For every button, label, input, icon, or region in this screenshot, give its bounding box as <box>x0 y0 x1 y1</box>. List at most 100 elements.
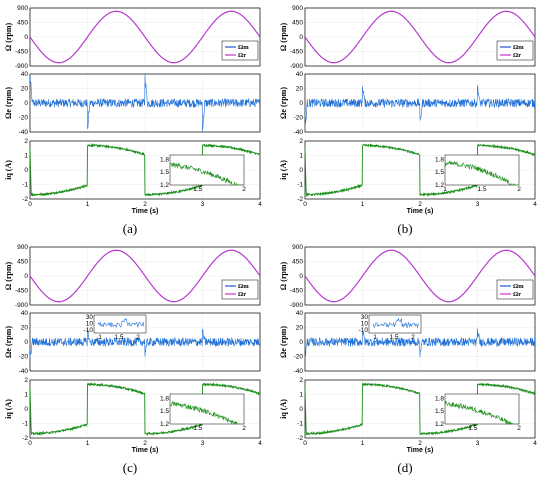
error-inset-x-tick: 2 <box>136 334 140 341</box>
y-tick-label: -450 <box>15 288 28 295</box>
y-tick-label: -450 <box>15 49 28 56</box>
series-current-line <box>304 143 536 198</box>
x-tick-label: 1 <box>361 440 365 447</box>
series-current-line <box>29 142 261 197</box>
y-tick-label: -1 <box>22 182 28 189</box>
error-inset-y-tick: 30 <box>86 314 94 321</box>
y-tick-label: 900 <box>17 5 28 12</box>
y-tick-label: -40 <box>294 368 304 375</box>
y-tick-label: 20 <box>21 86 29 93</box>
y-tick-label: -2 <box>22 196 28 203</box>
error-inset-box <box>93 314 147 334</box>
y-tick-label: 0 <box>299 273 303 280</box>
y-tick-label: 2 <box>299 138 303 145</box>
error-inset-y-tick: 10 <box>86 321 94 328</box>
series-omega-r-line <box>29 10 261 64</box>
y-tick-label: -2 <box>297 196 303 203</box>
series-omega-r-line <box>304 10 536 64</box>
y-tick-label: 450 <box>292 259 303 266</box>
y-tick-label: 1 <box>299 392 303 399</box>
y-tick-label: 450 <box>17 20 28 27</box>
y-tick-label: -1 <box>297 421 303 428</box>
x-tick-label: 2 <box>418 201 422 208</box>
x-tick-label: 3 <box>476 201 480 208</box>
y-tick-label: 20 <box>21 325 29 332</box>
inset-x-tick: 2 <box>517 425 521 432</box>
x-axis-label: Time (s) <box>407 447 434 454</box>
y-tick-label: -900 <box>290 302 303 309</box>
error-inset-x-tick: 1 <box>98 334 102 341</box>
panel-caption: (c) <box>123 460 137 475</box>
y-tick-label: -1 <box>297 182 303 189</box>
error-subplot: 40 20 0 -20 -40 Ωe (rpm) <box>279 71 536 136</box>
series-error-line <box>304 328 536 359</box>
y-tick-label: 0 <box>299 167 303 174</box>
x-tick-label: 2 <box>143 201 147 208</box>
y-tick-label: 0 <box>299 339 303 346</box>
series-error-line <box>29 328 261 359</box>
y-tick-label: -20 <box>294 354 304 361</box>
x-tick-label: 1 <box>361 201 365 208</box>
x-tick-label: 2 <box>418 440 422 447</box>
error-inset-x-tick: 1 <box>373 334 377 341</box>
legend-label-omega-r: Ωr <box>238 291 246 298</box>
inset-y-tick: 1.8 <box>435 156 444 163</box>
inset-current-line <box>444 400 519 426</box>
axes-frame <box>29 312 261 372</box>
y-tick-label: 0 <box>299 100 303 107</box>
legend-label-omega-m: Ωm <box>238 283 249 290</box>
y-tick-label: 40 <box>21 71 29 78</box>
error-ylabel: Ωe (rpm) <box>4 87 13 119</box>
inset-y-tick: 1.5 <box>435 408 444 415</box>
y-tick-label: -900 <box>15 302 28 309</box>
current-ylabel: iq (A) <box>4 399 13 419</box>
x-axis-label: Time (s) <box>407 208 434 215</box>
inset-y-tick: 1.2 <box>435 182 444 189</box>
y-tick-label: 20 <box>296 86 304 93</box>
y-tick-label: 900 <box>17 244 28 251</box>
x-axis-label: Time (s) <box>132 447 159 454</box>
x-tick-label: 3 <box>201 440 205 447</box>
legend-label-omega-r: Ωr <box>513 291 521 298</box>
series-error-line <box>29 74 261 132</box>
y-tick-label: 2 <box>24 138 28 145</box>
x-tick-label: 0 <box>303 201 307 208</box>
series-error-line <box>304 85 536 132</box>
error-inset-y-tick: -10 <box>359 327 369 334</box>
y-tick-label: -40 <box>19 129 29 136</box>
inset-x-tick: 1 <box>443 186 447 193</box>
y-tick-label: 0 <box>24 406 28 413</box>
inset-y-tick: 1.5 <box>160 408 169 415</box>
y-tick-label: 450 <box>292 20 303 27</box>
x-tick-label: 0 <box>28 440 32 447</box>
y-tick-label: -20 <box>19 354 29 361</box>
speed-ylabel: Ω (rpm) <box>4 261 13 290</box>
y-tick-label: 450 <box>17 259 28 266</box>
axes-frame <box>304 379 536 439</box>
axes-frame <box>29 140 261 200</box>
x-tick-label: 1 <box>86 201 90 208</box>
x-tick-label: 0 <box>303 440 307 447</box>
y-tick-label: 0 <box>24 339 28 346</box>
inset-current-line <box>169 162 244 186</box>
error-ylabel: Ωe (rpm) <box>279 87 288 119</box>
inset-y-tick: 1.2 <box>435 421 444 428</box>
x-tick-label: 0 <box>28 201 32 208</box>
inset-current-line <box>444 160 519 186</box>
y-tick-label: 40 <box>296 310 304 317</box>
y-tick-label: 0 <box>24 100 28 107</box>
axes-frame <box>29 379 261 439</box>
error-ylabel: Ωe (rpm) <box>4 326 13 358</box>
inset-box <box>169 154 245 186</box>
x-tick-label: 4 <box>533 201 537 208</box>
inset-x-tick: 2 <box>242 425 246 432</box>
inset-y-tick: 1.5 <box>160 169 169 176</box>
